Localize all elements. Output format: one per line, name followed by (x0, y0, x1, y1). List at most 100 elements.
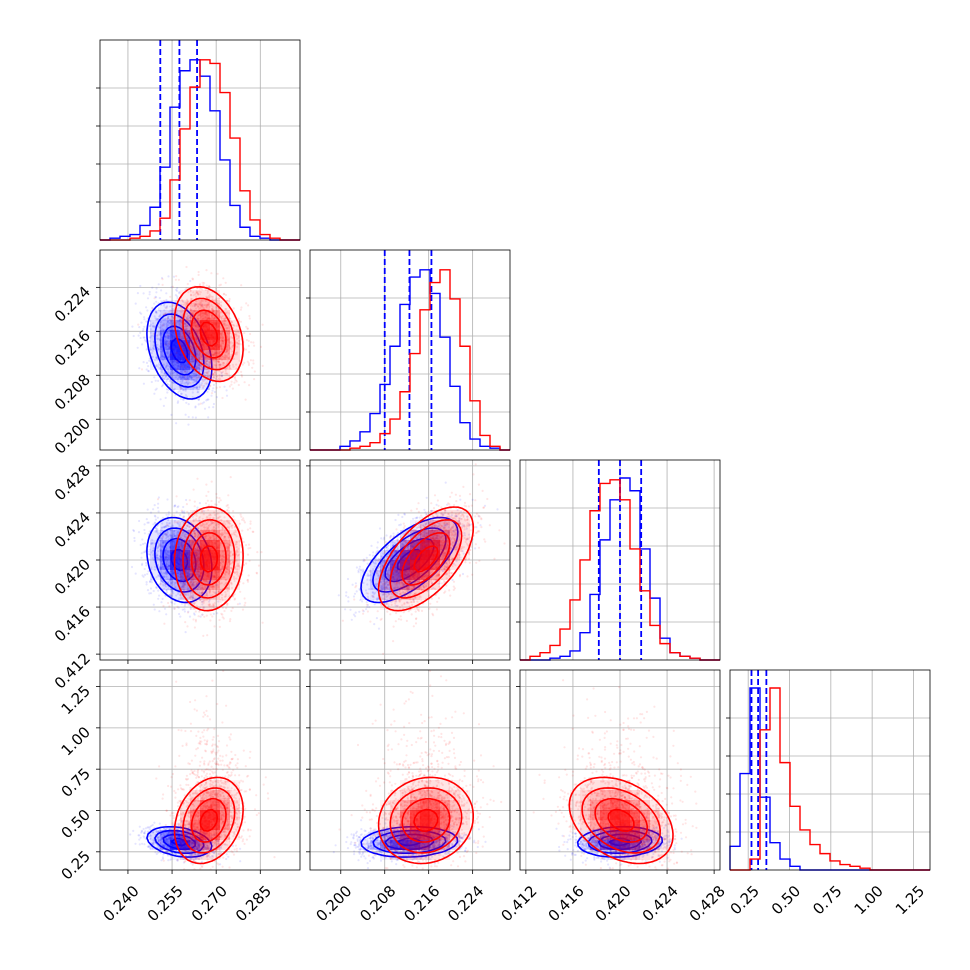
scatter-point (159, 334, 162, 337)
scatter-point (143, 573, 147, 577)
density-cell (200, 300, 210, 310)
scatter-point (207, 357, 210, 360)
scatter-point (226, 349, 229, 352)
scatter-point (133, 536, 136, 540)
scatter-point (193, 379, 196, 382)
scatter-point (149, 328, 152, 331)
scatter-point (161, 384, 164, 387)
scatter-point (165, 336, 168, 339)
scatter-point (243, 361, 246, 364)
scatter-point (180, 369, 183, 372)
scatter-point (167, 342, 170, 345)
scatter-point (196, 314, 199, 317)
scatter-point (218, 375, 221, 378)
scatter-point (153, 297, 156, 300)
scatter-point (192, 313, 195, 316)
scatter-point (195, 380, 198, 383)
scatter-point (207, 284, 211, 288)
scatter-point (185, 381, 188, 384)
scatter-point (156, 516, 159, 519)
scatter-point (156, 318, 159, 321)
scatter-point (172, 389, 175, 392)
scatter-point (159, 320, 163, 323)
scatter-point (166, 336, 169, 339)
scatter-point (199, 304, 202, 307)
scatter-point (252, 341, 255, 344)
scatter-point (178, 320, 181, 323)
scatter-point (184, 393, 187, 397)
scatter-point (222, 337, 225, 340)
scatter-point (201, 281, 204, 284)
scatter-point (226, 366, 229, 369)
scatter-point (223, 317, 226, 320)
scatter-point (181, 299, 184, 302)
scatter-point (174, 294, 177, 297)
scatter-point (161, 355, 164, 358)
scatter-point (189, 294, 193, 297)
scatter-point (167, 352, 170, 355)
scatter-point (205, 363, 208, 366)
density-cell (160, 300, 170, 310)
scatter-point (211, 297, 214, 300)
scatter-point (176, 295, 179, 298)
scatter-point (161, 358, 164, 361)
scatter-point (161, 324, 164, 327)
scatter-point (165, 307, 168, 310)
scatter-point (158, 330, 161, 333)
scatter-point (208, 375, 211, 378)
scatter-point (194, 303, 197, 306)
scatter-point (175, 359, 178, 362)
scatter-point (206, 375, 209, 378)
scatter-point (137, 334, 140, 337)
scatter-point (206, 303, 209, 306)
scatter-point (172, 308, 175, 311)
scatter-point (222, 362, 225, 365)
scatter-point (195, 373, 198, 376)
scatter-point (224, 354, 227, 357)
scatter-point (170, 322, 173, 325)
density-cell (190, 370, 200, 380)
scatter-point (157, 589, 160, 592)
scatter-point (162, 374, 165, 378)
scatter-point (191, 304, 194, 307)
scatter-point (233, 375, 236, 378)
scatter-point (185, 327, 188, 330)
scatter-point (148, 290, 151, 294)
scatter-point (183, 382, 186, 385)
scatter-point (193, 349, 196, 352)
scatter-point (183, 366, 186, 369)
density-cell (160, 550, 170, 560)
scatter-point (196, 360, 199, 363)
scatter-point (188, 314, 192, 317)
scatter-point (195, 303, 198, 306)
scatter-point (181, 379, 184, 382)
scatter-point (188, 316, 191, 319)
scatter-point (194, 416, 197, 419)
scatter-point (160, 289, 163, 292)
scatter-point (194, 405, 197, 408)
scatter-point (221, 361, 224, 364)
scatter-point (164, 335, 167, 338)
scatter-point (151, 349, 154, 353)
scatter-point (227, 324, 230, 327)
scatter-point (185, 318, 188, 321)
scatter-point (228, 385, 231, 388)
scatter-point (192, 346, 195, 349)
scatter-point (155, 311, 158, 314)
scatter-point (173, 602, 176, 605)
scatter-point (174, 504, 177, 507)
scatter-point (158, 610, 161, 613)
scatter-point (205, 399, 208, 402)
scatter-point (177, 400, 180, 403)
scatter-point (209, 361, 212, 364)
scatter-point (194, 303, 197, 306)
scatter-point (217, 297, 220, 300)
scatter-point (219, 345, 222, 348)
scatter-point (186, 383, 189, 386)
scatter-point (186, 382, 189, 385)
scatter-point (158, 315, 161, 318)
scatter-point (148, 340, 151, 343)
scatter-point (156, 334, 159, 337)
scatter-point (240, 306, 243, 309)
scatter-point (227, 332, 230, 335)
